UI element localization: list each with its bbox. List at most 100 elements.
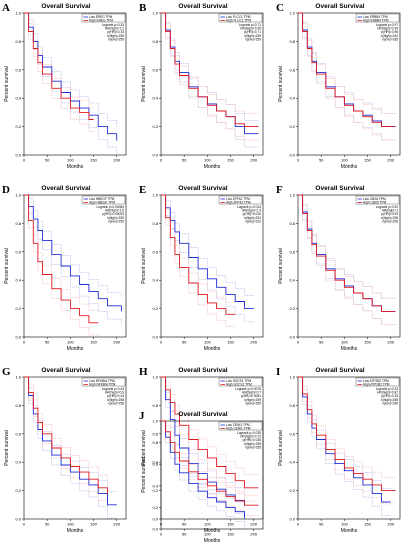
y-axis-label: Percent survival xyxy=(278,430,284,466)
legend-box xyxy=(81,13,126,23)
ci-upper-line xyxy=(298,376,396,478)
survival-curve-high xyxy=(24,194,99,324)
legend-label: Low ERBB4 TPM xyxy=(363,15,388,19)
survival-panel-c: C Overall Survival 0.0 0.2 0.4 0.6 0.8 1.0 0 50 10… xyxy=(276,2,404,174)
survival-curve-low xyxy=(298,376,391,503)
survival-chart-svg: 0.0 0.2 0.4 0.6 0.8 1.0 0 50 100 150 200 Months Perc… xyxy=(278,11,401,170)
legend-label: High EREG TPM xyxy=(89,19,113,23)
survival-curve-low xyxy=(24,376,117,506)
plot-frame xyxy=(23,376,127,520)
x-tick-label: 150 xyxy=(90,158,97,163)
y-tick-label: 0.0 xyxy=(152,335,158,340)
legend-label: High HBEGF TPM xyxy=(89,201,115,205)
x-tick-label: 0 xyxy=(23,340,26,345)
survival-panel-e: E Overall Survival 0.0 0.2 0.4 0.6 0.8 1.0 0 50 10… xyxy=(139,184,267,356)
legend-label: Low FLCC1 TPM xyxy=(226,15,251,19)
stat-label: n(high)=259 xyxy=(107,34,124,38)
x-tick-label: 200 xyxy=(250,522,257,527)
chart-title: Overall Survival xyxy=(315,185,365,192)
stat-label: n(low)=258 xyxy=(108,401,124,405)
y-tick-label: 1.0 xyxy=(15,375,21,380)
x-tick-label: 200 xyxy=(250,158,257,163)
survival-panel-i: I Overall Survival 0.0 0.2 0.4 0.6 0.8 1.0 0 50 10… xyxy=(276,366,404,538)
stat-label: p(HR)=0.00093 xyxy=(102,212,124,216)
panel-letter: C xyxy=(276,2,284,14)
legend-label: Low CBX6 TPM xyxy=(363,197,386,201)
survival-chart-svg: 0.0 0.2 0.4 0.6 0.8 1.0 0 50 100 150 200 Months Perc… xyxy=(4,193,127,352)
y-tick-label: 0.0 xyxy=(289,335,295,340)
stat-label: Logrank p=0.92 xyxy=(376,205,398,209)
stat-label: n(high)=258 xyxy=(107,398,124,402)
x-tick-label: 200 xyxy=(250,340,257,345)
stat-label: p(HR)=0.33 xyxy=(107,30,124,34)
survival-chart-svg: 0.0 0.2 0.4 0.6 0.8 1.0 0 50 100 150 200 Months Perc… xyxy=(4,11,127,170)
y-tick-label: 0.8 xyxy=(15,221,21,226)
survival-curve-high xyxy=(161,376,259,489)
y-axis-label: Percent survival xyxy=(4,66,10,102)
legend-label: Low ATP2B2 TPM xyxy=(363,379,389,383)
ci-lower-line xyxy=(24,376,117,519)
panel-letter: H xyxy=(139,366,148,378)
legend-box xyxy=(218,13,263,23)
y-tick-label: 0.4 xyxy=(152,96,158,101)
x-tick-label: 100 xyxy=(341,522,348,527)
stat-label: n(low)=255 xyxy=(245,445,261,449)
y-tick-label: 0.6 xyxy=(152,431,158,436)
stat-label: Logrank p=0.97 xyxy=(376,23,398,27)
y-tick-label: 0.6 xyxy=(289,67,295,72)
ci-upper-line xyxy=(24,12,94,108)
y-tick-label: 0.0 xyxy=(15,335,21,340)
x-axis-label: Months xyxy=(204,528,221,534)
x-tick-label: 200 xyxy=(113,340,120,345)
x-tick-label: 0 xyxy=(160,522,163,527)
y-tick-label: 0.4 xyxy=(289,96,295,101)
ci-lower-line xyxy=(298,194,396,326)
x-tick-label: 50 xyxy=(319,522,324,527)
y-tick-label: 0.0 xyxy=(152,153,158,158)
stat-label: HR(high)=0.95 xyxy=(240,27,261,31)
stat-label: n(low)=259 xyxy=(245,401,261,405)
y-tick-label: 0.8 xyxy=(152,403,158,408)
stat-label: n(low)=258 xyxy=(382,219,398,223)
y-tick-label: 0.8 xyxy=(289,39,295,44)
x-tick-label: 100 xyxy=(67,522,74,527)
stat-label: Logrank p=0.035 xyxy=(237,431,261,435)
y-tick-label: 0.0 xyxy=(152,517,158,522)
x-axis-label: Months xyxy=(67,164,84,170)
x-tick-label: 50 xyxy=(319,158,324,163)
legend-label: High CENI1 TPM xyxy=(226,427,251,431)
y-tick-label: 0.8 xyxy=(152,39,158,44)
legend-label: High CBX6 TPM xyxy=(363,201,387,205)
ci-lower-line xyxy=(298,12,396,141)
x-axis-label: Months xyxy=(341,528,358,534)
plot-frame xyxy=(160,12,264,156)
stat-label: HR(high)=1.6 xyxy=(105,209,124,213)
x-tick-label: 100 xyxy=(341,340,348,345)
stat-label: HR(high)=0.9 xyxy=(105,391,124,395)
panel-letter: I xyxy=(276,366,281,378)
legend-box xyxy=(218,195,263,205)
ci-lower-line xyxy=(161,12,259,148)
legend-box xyxy=(81,377,126,387)
survival-curve-high xyxy=(298,194,396,312)
plot-frame xyxy=(23,12,127,156)
x-tick-label: 100 xyxy=(204,158,211,163)
y-tick-label: 1.0 xyxy=(152,193,158,198)
y-tick-label: 0.2 xyxy=(289,124,295,129)
y-tick-label: 1.0 xyxy=(15,11,21,16)
x-axis-label: Months xyxy=(204,538,221,544)
stat-label: HR(high)=1.2 xyxy=(105,27,124,31)
stat-label: HR(high)=0.87 xyxy=(377,391,398,395)
chart-title: Overall Survival xyxy=(178,3,228,10)
x-tick-label: 100 xyxy=(341,158,348,163)
y-axis-label: Percent survival xyxy=(4,430,10,466)
panel-letter: J xyxy=(139,410,145,422)
stat-label: HR(high)=0.7 xyxy=(242,391,261,395)
y-tick-label: 1.0 xyxy=(152,11,158,16)
survival-curve-high xyxy=(24,376,108,494)
chart-title: Overall Survival xyxy=(178,367,228,374)
stat-label: n(high)=256 xyxy=(244,442,261,446)
y-axis-label: Percent survival xyxy=(141,248,147,284)
stat-label: p(HR)=0.93 xyxy=(381,212,398,216)
x-tick-label: 0 xyxy=(23,158,26,163)
